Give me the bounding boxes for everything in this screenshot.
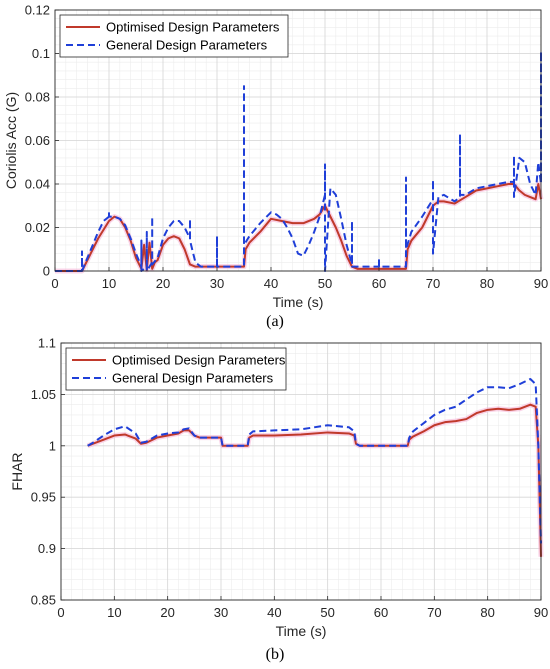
y-tick-label: 0.02 [25,220,50,235]
y-tick-label: 1.1 [38,336,56,351]
y-axis-label: Coriolis Acc (G) [3,92,19,189]
x-tick-label: 80 [480,605,494,620]
x-tick-label: 0 [51,276,58,291]
x-tick-label: 20 [156,276,170,291]
x-axis-label: Time (s) [276,623,327,639]
x-tick-label: 10 [107,605,121,620]
x-tick-label: 10 [102,276,116,291]
y-tick-label: 0.95 [31,490,56,505]
x-tick-label: 30 [210,276,224,291]
series-line-optimised [55,183,542,272]
series-line-general [55,50,542,272]
legend-box [59,14,289,58]
chart-a: 0 10 20 30 40 50 60 70 80 90 0 0.02 0.04 0.06 0.08 0.1 0… [3,3,548,331]
y-tick-label: 0.04 [25,177,50,192]
x-tick-label: 50 [318,276,332,291]
axes-box [60,342,542,601]
y-tick-label: 1.05 [31,387,56,402]
y-tick-label: 0.85 [31,593,56,608]
x-tick-label: 0 [57,605,64,620]
x-tick-label: 60 [374,605,388,620]
y-tick-label: 0.1 [32,46,50,61]
x-axis-label: Time (s) [273,294,324,310]
y-tick-label: 0 [43,264,50,279]
series-line-general [87,377,542,544]
legend-box [65,347,287,391]
x-tick-label: 50 [320,605,334,620]
x-tick-label: 70 [426,276,440,291]
x-tick-label: 20 [160,605,174,620]
legend-label: Optimised Design Parameters [112,353,286,368]
x-tick-label: 40 [267,605,281,620]
y-tick-label: 0.9 [38,541,56,556]
series-line-optimised [87,403,542,557]
y-tick-label: 1 [49,438,56,453]
x-tick-label: 70 [427,605,441,620]
x-tick-label: 30 [214,605,228,620]
chart-b: 0 10 20 30 40 50 60 70 80 90 0.85 0.9 0.95 1 1.05 1.1 Ti… [9,336,548,664]
y-tick-label: 0.08 [25,90,50,105]
legend-label: General Design Parameters [112,371,274,386]
figure-caption: (a) [266,313,284,330]
y-tick-label: 0.12 [25,3,50,18]
legend-label: General Design Parameters [106,38,268,53]
x-tick-label: 90 [534,605,548,620]
figure-caption: (b) [266,646,285,663]
y-axis-label: FHAR [9,452,25,490]
legend-label: Optimised Design Parameters [106,20,280,35]
x-tick-label: 60 [372,276,386,291]
x-tick-label: 40 [264,276,278,291]
x-tick-label: 90 [534,276,548,291]
y-tick-label: 0.06 [25,133,50,148]
legend: Optimised Design Parameters General Desig… [65,347,287,391]
x-tick-label: 80 [480,276,494,291]
legend: Optimised Design Parameters General Desig… [59,14,289,58]
